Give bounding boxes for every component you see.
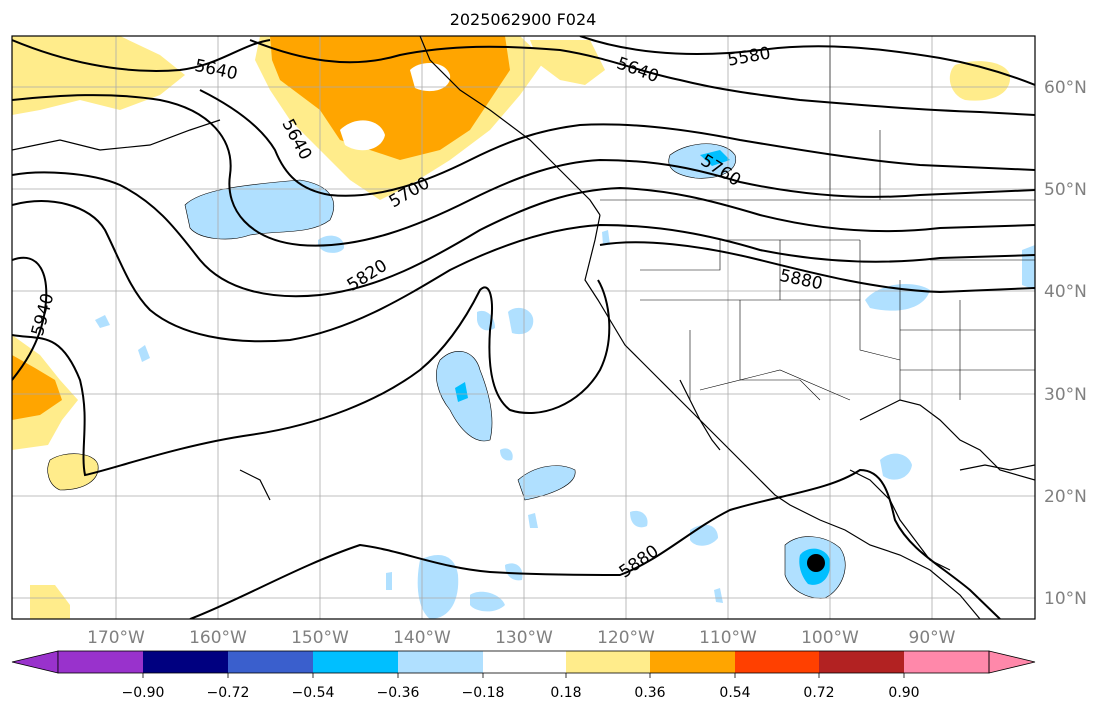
lon-label: 170°W <box>87 628 145 648</box>
colorbar-tick-label: −0.18 <box>462 685 505 701</box>
colorbar-tick-label: −0.72 <box>207 685 250 701</box>
colorbar-swatch <box>735 651 819 673</box>
colorbar-swatch <box>398 651 483 673</box>
negative-anomaly-light-pacific-8 <box>417 555 459 619</box>
negative-anomaly-medium-pacific-1 <box>455 382 468 402</box>
colorbar-swatch <box>650 651 735 673</box>
colorbar: −0.90 −0.72 −0.54 −0.36 −0.18 0.18 0.36 … <box>11 650 1036 701</box>
map-frame <box>11 35 1036 620</box>
lat-label: 20°N <box>1044 487 1087 507</box>
colorbar-tick-label: 0.54 <box>719 685 750 701</box>
contour-5880-ridge <box>12 279 611 477</box>
positive-anomaly-light-west-2 <box>47 453 99 490</box>
contour-5700 <box>12 94 1035 247</box>
lon-label: 90°W <box>909 628 956 648</box>
negative-anomaly-light-pacific-10 <box>505 563 523 581</box>
contour-5880-upper <box>599 241 1035 294</box>
colorbar-tick-label: 0.72 <box>803 685 834 701</box>
anomaly-hole-alaska-2 <box>340 120 385 151</box>
colorbar-tick-label: −0.90 <box>122 685 165 701</box>
map-title: 2025062900 F024 <box>450 10 597 29</box>
positive-anomaly-medium-alaska <box>270 36 510 160</box>
longitude-labels: 170°W 160°W 150°W 140°W 130°W 120°W 110°… <box>87 628 956 648</box>
contour-5760 <box>12 171 1035 298</box>
coastlines <box>12 36 1035 619</box>
lon-label: 110°W <box>699 628 757 648</box>
lat-label: 50°N <box>1044 180 1087 200</box>
negative-anomaly-light-small-6 <box>386 572 392 590</box>
colorbar-tick-label: 0.18 <box>550 685 581 701</box>
colorbar-swatch <box>143 651 228 673</box>
height-contours <box>12 36 1035 619</box>
negative-anomaly-light-gulf <box>185 180 334 240</box>
contour-5820 <box>12 200 1035 343</box>
negative-anomaly-light-pacific-6 <box>630 510 648 528</box>
lon-label: 150°W <box>291 628 349 648</box>
contour-5640-alaska <box>249 39 1035 116</box>
lat-label: 10°N <box>1044 589 1087 609</box>
negative-anomaly-light-small-2 <box>138 345 150 362</box>
negative-anomaly-light-gulf-mexico <box>880 453 912 480</box>
negative-anomaly-light-small-3 <box>714 588 723 603</box>
map-area: 5580 5640 5640 5640 5700 5760 5820 5880 … <box>12 36 1035 619</box>
colorbar-swatch <box>58 651 143 673</box>
negative-anomaly-light-small-4 <box>602 230 610 245</box>
colorbar-tick-label: 0.90 <box>888 685 919 701</box>
contour-5880-south <box>189 468 1001 619</box>
graticule <box>12 36 1035 619</box>
negative-anomaly-light-pacific-5 <box>500 448 513 461</box>
positive-anomaly-light-sw <box>30 585 70 619</box>
lat-label: 60°N <box>1044 78 1087 98</box>
anomaly-outlines <box>47 143 846 599</box>
contour-5640-north <box>12 39 271 72</box>
negative-anomaly-light-small-1 <box>95 315 110 328</box>
lon-label: 120°W <box>597 628 655 648</box>
contour-5940 <box>12 257 48 381</box>
lat-label: 40°N <box>1044 282 1087 302</box>
positive-anomaly-light-north-coast <box>530 40 605 85</box>
negative-anomaly-light-pacific-9 <box>470 591 505 612</box>
storm-center-marker <box>807 554 825 572</box>
colorbar-tick-label: −0.36 <box>377 685 420 701</box>
contour-5580 <box>579 36 1035 86</box>
political-borders <box>600 36 1035 401</box>
colorbar-swatch <box>566 651 650 673</box>
negative-anomaly-light-pacific-4 <box>518 465 576 500</box>
negative-anomaly-medium-bc <box>700 150 730 166</box>
colorbar-swatch <box>313 651 398 673</box>
lon-label: 130°W <box>495 628 553 648</box>
contour-5640-trough <box>199 89 1035 197</box>
latitude-labels: 60°N 50°N 40°N 30°N 20°N 10°N <box>1044 78 1087 609</box>
colorbar-swatch <box>483 651 566 673</box>
colorbar-extend-low <box>11 650 59 674</box>
lon-label: 140°W <box>393 628 451 648</box>
negative-anomaly-light-east <box>1022 245 1035 290</box>
negative-anomaly-light-pacific-2 <box>508 307 534 335</box>
negative-anomaly-light-small-5 <box>528 513 538 528</box>
colorbar-tick-label: 0.36 <box>634 685 665 701</box>
lat-label: 30°N <box>1044 385 1087 405</box>
colorbar-tick-label: −0.54 <box>292 685 335 701</box>
colorbar-swatch <box>819 651 904 673</box>
positive-anomaly-medium-west <box>12 355 62 420</box>
colorbar-swatch <box>228 651 313 673</box>
colorbar-extend-high <box>988 650 1036 674</box>
lon-label: 100°W <box>801 628 859 648</box>
lon-label: 160°W <box>189 628 247 648</box>
colorbar-swatch <box>904 651 989 673</box>
